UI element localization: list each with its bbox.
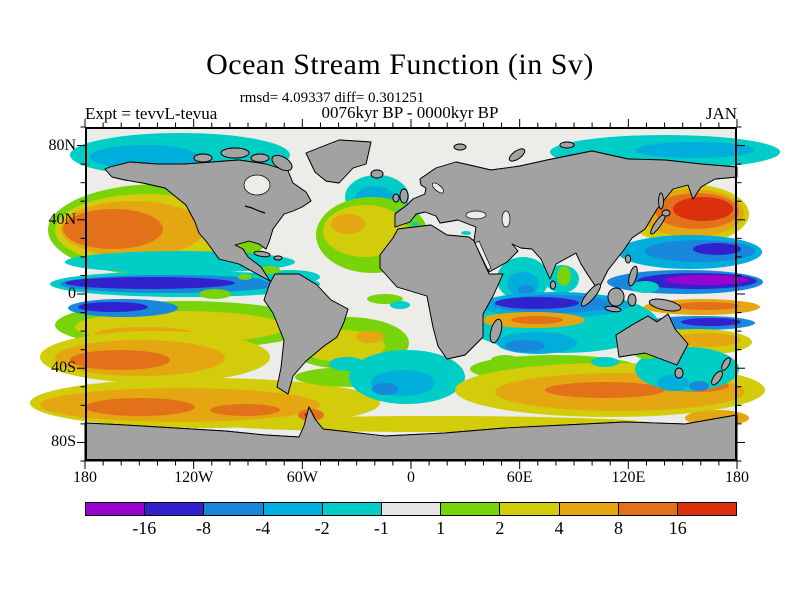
lat-tick-label: 40N [48, 210, 76, 228]
philippines [628, 265, 638, 287]
colorbar-tick-label: -4 [255, 518, 271, 538]
lat-tick-label: 80N [48, 136, 76, 154]
colorbar-segment [262, 503, 322, 515]
colorbar-segment [203, 503, 263, 515]
lon-tick-label: 120W [174, 469, 214, 486]
colorbar-tick-label: -16 [132, 518, 157, 538]
inland-seas [243, 174, 511, 271]
map-ticks [77, 119, 745, 469]
colorbar-tick-label: 2 [495, 518, 505, 538]
hispaniola [273, 255, 283, 261]
colorbar-tick-label: -1 [373, 518, 389, 538]
month-label: JAN [705, 104, 737, 123]
arctic-island [250, 153, 270, 163]
map-frame: 80N 40N 0 40S 80S 180 120W 60W 0 60E 120E 180 [30, 119, 780, 486]
sulawesi [627, 293, 637, 307]
plot-title: Ocean Stream Function (in Sv) [206, 48, 594, 81]
south-america [263, 273, 349, 395]
hokkaido [661, 209, 671, 217]
africa [379, 224, 504, 360]
colorbar-tick-label: -8 [196, 518, 212, 538]
great-lakes [244, 205, 266, 214]
lon-tick-label: 60W [286, 469, 318, 486]
colorbar-segment [440, 503, 500, 515]
java [604, 305, 622, 313]
colorbar-tick-label: 1 [436, 518, 446, 538]
lon-tick-label: 0 [407, 469, 415, 486]
sumatra [581, 283, 601, 307]
map-border [85, 127, 737, 461]
taiwan [625, 254, 631, 264]
novaya-zemlya [508, 148, 526, 162]
world-map [30, 119, 780, 469]
lon-tick-label: 180 [725, 469, 749, 486]
borneo [607, 287, 625, 307]
colorbar [85, 502, 737, 516]
iceland [370, 169, 384, 179]
cuba [253, 250, 271, 258]
svalbard [453, 143, 467, 151]
great-britain [399, 188, 409, 204]
greenland [305, 139, 372, 184]
antarctica [84, 406, 738, 462]
tasmania [674, 367, 684, 379]
baffin-island [271, 154, 293, 172]
colorbar-segment [144, 503, 204, 515]
lon-tick-label: 120E [611, 469, 646, 486]
lon-tick-label: 60E [506, 469, 533, 486]
colorbar-segment [321, 503, 381, 515]
new-zealand-north [721, 357, 731, 371]
new-guinea [648, 298, 682, 312]
sakhalin [658, 192, 664, 210]
colorbar-segment [676, 503, 737, 515]
baltic-sea [431, 182, 445, 194]
stats-line: rmsd= 4.09337 diff= 0.301251 [239, 90, 425, 106]
colorbar-segment [499, 503, 559, 515]
period-line: 0076kyr BP - 0000kyr BP [321, 103, 499, 122]
colorbar-tick-label: 4 [554, 518, 564, 538]
colorbar-tick-label: -2 [314, 518, 330, 538]
colorbar-tick-label: 16 [668, 518, 687, 538]
colorbar-tick-label: 8 [613, 518, 623, 538]
red-sea [474, 240, 492, 271]
arctic-island [193, 153, 213, 163]
lat-tick-label: 40S [51, 359, 76, 377]
hudson-bay [243, 174, 271, 196]
sri-lanka [550, 280, 556, 290]
arctic-island [220, 147, 250, 159]
colorbar-segment [558, 503, 618, 515]
colorbar-labels: -16 -8 -4 -2 -1 1 2 4 8 16 [85, 518, 737, 540]
severnaya-zemlya [559, 141, 575, 149]
colorbar-segment [86, 503, 145, 515]
lon-tick-label: 180 [73, 469, 97, 486]
new-zealand-south [711, 370, 723, 386]
ireland [392, 193, 400, 203]
lat-tick-label: 0 [68, 285, 76, 302]
madagascar [489, 318, 503, 344]
experiment-label: Expt = tevvL-tevua [85, 104, 218, 123]
black-sea [465, 210, 487, 220]
colorbar-segment [380, 503, 441, 515]
colorbar-segment [617, 503, 677, 515]
australia [615, 313, 689, 366]
caspian-sea [501, 210, 511, 228]
lat-tick-label: 80S [51, 433, 76, 451]
